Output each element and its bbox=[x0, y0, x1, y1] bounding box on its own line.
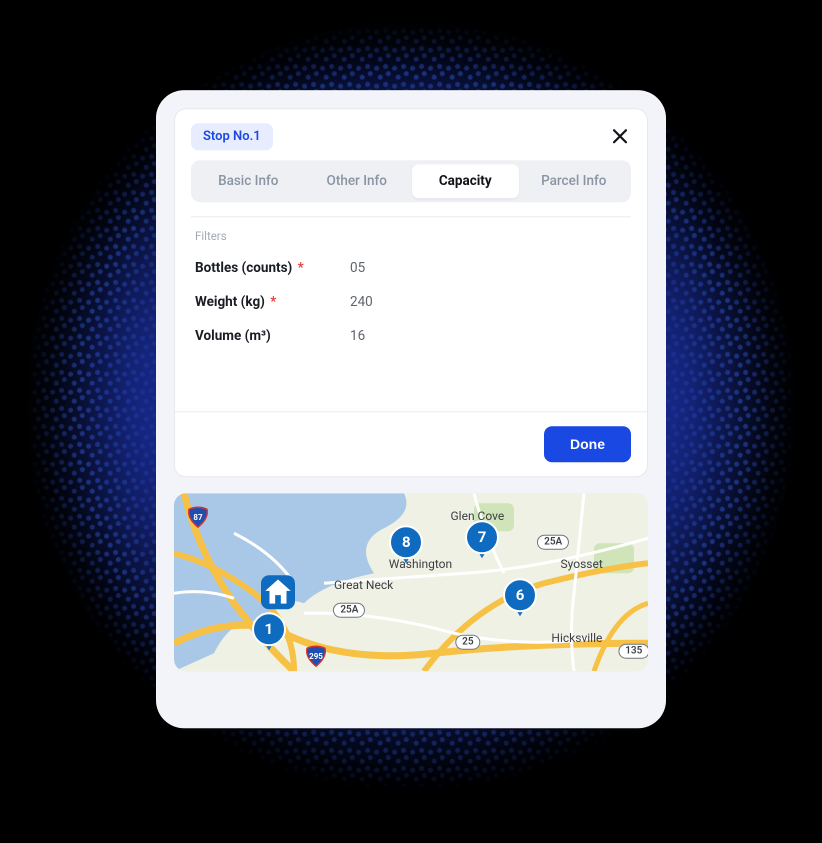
tab-other-info[interactable]: Other Info bbox=[304, 164, 411, 198]
map-pin-label: 1 bbox=[252, 612, 286, 646]
field-label: Bottles (counts) * bbox=[195, 260, 350, 276]
road-badge: 135 bbox=[618, 644, 648, 659]
home-icon bbox=[261, 575, 295, 609]
map-pin[interactable]: 1 bbox=[252, 612, 286, 656]
field-row: Weight (kg) *240 bbox=[195, 285, 627, 319]
field-label: Volume (m³) bbox=[195, 328, 350, 344]
card-header: Stop No.1 bbox=[175, 109, 647, 160]
tab-bar: Basic InfoOther InfoCapacityParcel Info bbox=[191, 160, 631, 202]
svg-text:295: 295 bbox=[309, 652, 323, 661]
road-badge: 25A bbox=[333, 603, 365, 618]
field-row: Bottles (counts) *05 bbox=[195, 251, 627, 285]
tab-basic-info[interactable]: Basic Info bbox=[195, 164, 302, 198]
svg-text:87: 87 bbox=[193, 514, 203, 523]
field-value[interactable]: 05 bbox=[350, 260, 365, 276]
interstate-shield: 295 bbox=[305, 645, 327, 667]
field-row: Volume (m³) 16 bbox=[195, 319, 627, 353]
close-icon bbox=[612, 128, 628, 144]
tab-parcel-info[interactable]: Parcel Info bbox=[521, 164, 628, 198]
field-label: Weight (kg) * bbox=[195, 294, 350, 310]
field-value[interactable]: 240 bbox=[350, 294, 373, 310]
filters-label: Filters bbox=[175, 217, 647, 249]
card-footer: Done bbox=[175, 411, 647, 476]
map-pin-label: 8 bbox=[389, 525, 423, 559]
close-button[interactable] bbox=[609, 125, 631, 147]
map[interactable]: Glen CoveWashingtonGreat NeckSyossetHick… bbox=[174, 493, 648, 671]
home-marker[interactable] bbox=[261, 575, 295, 609]
device-frame: Stop No.1 Basic InfoOther InfoCapacityPa… bbox=[156, 90, 666, 728]
road-badge: 25A bbox=[537, 535, 569, 550]
map-city-label: Hicksville bbox=[551, 632, 602, 646]
map-pin[interactable]: 6 bbox=[503, 579, 537, 623]
map-pin-label: 7 bbox=[465, 520, 499, 554]
fields-section: Bottles (counts) *05Weight (kg) *240Volu… bbox=[175, 249, 647, 371]
map-pin[interactable]: 8 bbox=[389, 525, 423, 569]
map-pin-label: 6 bbox=[503, 579, 537, 613]
required-asterisk: * bbox=[270, 294, 276, 310]
field-value[interactable]: 16 bbox=[350, 328, 365, 344]
spacer bbox=[175, 371, 647, 411]
map-city-label: Syosset bbox=[561, 557, 603, 571]
required-asterisk: * bbox=[298, 260, 304, 276]
interstate-shield: 87 bbox=[187, 507, 209, 529]
road-badge: 25 bbox=[455, 635, 480, 650]
map-city-label: Great Neck bbox=[334, 578, 393, 592]
done-button[interactable]: Done bbox=[544, 426, 631, 462]
tab-capacity[interactable]: Capacity bbox=[412, 164, 519, 198]
stop-card: Stop No.1 Basic InfoOther InfoCapacityPa… bbox=[174, 108, 648, 477]
stop-chip: Stop No.1 bbox=[191, 123, 273, 150]
map-pin[interactable]: 7 bbox=[465, 520, 499, 564]
